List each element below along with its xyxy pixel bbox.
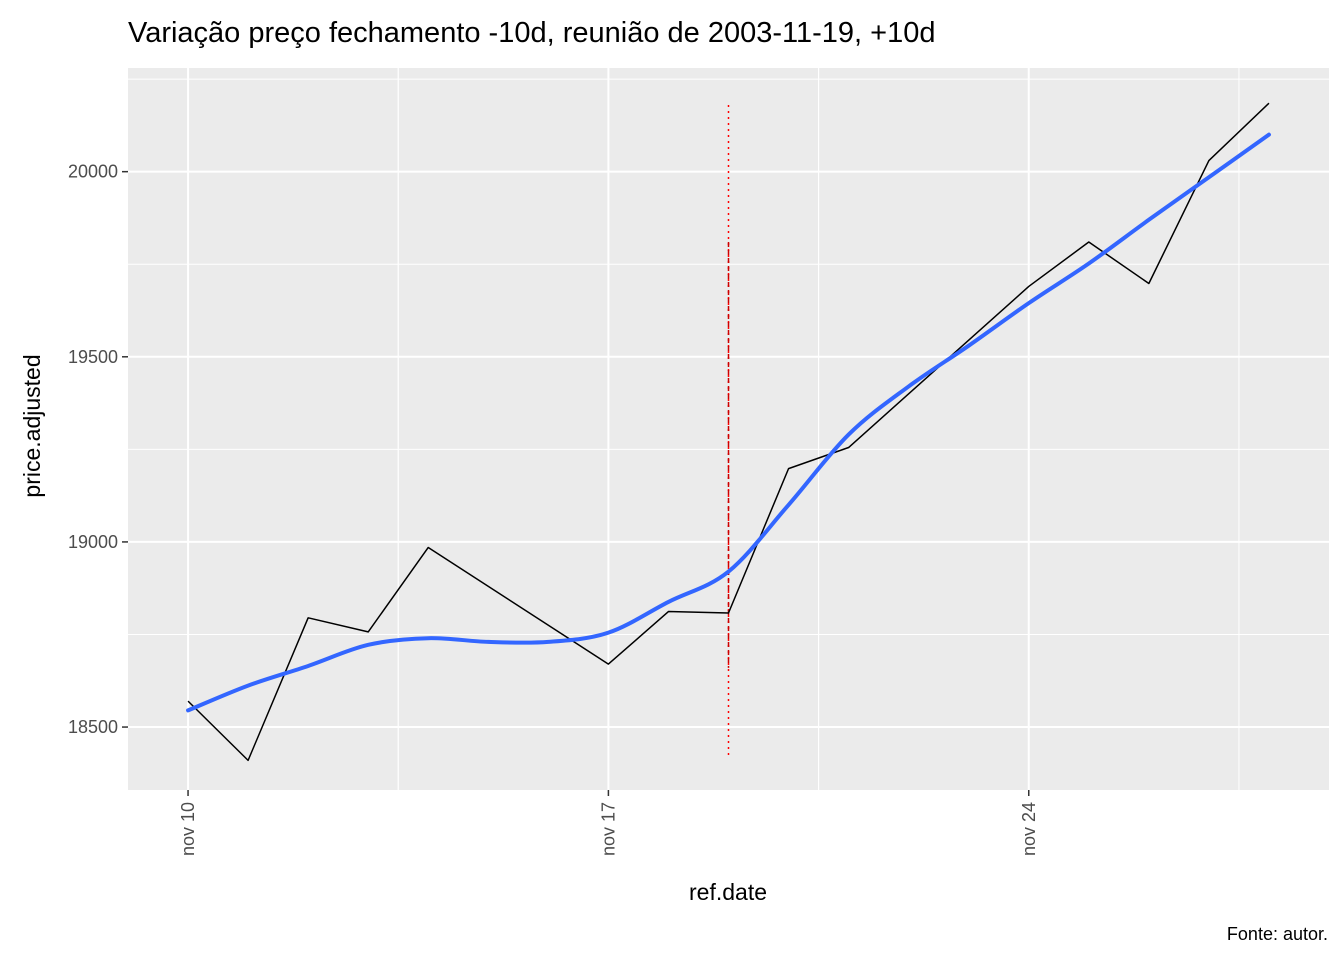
x-tick-label: nov 10 — [178, 802, 198, 856]
x-axis: nov 10 nov 17 nov 24 — [178, 790, 1039, 856]
data-point — [307, 617, 309, 619]
x-tick-label: nov 17 — [598, 802, 618, 856]
data-point — [608, 663, 610, 665]
data-point — [187, 700, 189, 702]
series-smooth-line — [186, 132, 1271, 713]
data-point — [788, 468, 790, 470]
y-tick-label: 19500 — [68, 347, 118, 367]
y-tick-label: 20000 — [68, 162, 118, 182]
series-layer — [186, 102, 1271, 762]
data-point — [367, 631, 369, 633]
data-point — [1088, 241, 1090, 243]
y-axis-title: price.adjusted — [19, 354, 45, 497]
data-point — [728, 612, 730, 614]
y-tick-label: 18500 — [68, 717, 118, 737]
series-price-line — [187, 102, 1270, 762]
y-axis: 18500 19000 19500 20000 — [68, 162, 128, 737]
data-point — [848, 447, 850, 449]
caption: Fonte: autor. — [1227, 924, 1328, 944]
data-point — [1268, 102, 1270, 104]
data-point — [1208, 160, 1210, 162]
chart-title: Variação preço fechamento -10d, reunião … — [128, 17, 935, 49]
x-axis-title: ref.date — [689, 879, 767, 905]
data-point — [1148, 283, 1150, 285]
grid-minor — [128, 68, 1329, 790]
data-point — [668, 611, 670, 613]
y-tick-label: 19000 — [68, 532, 118, 552]
data-point — [247, 760, 249, 762]
data-point — [1028, 286, 1030, 288]
data-point — [427, 547, 429, 549]
x-tick-label: nov 24 — [1019, 802, 1039, 856]
